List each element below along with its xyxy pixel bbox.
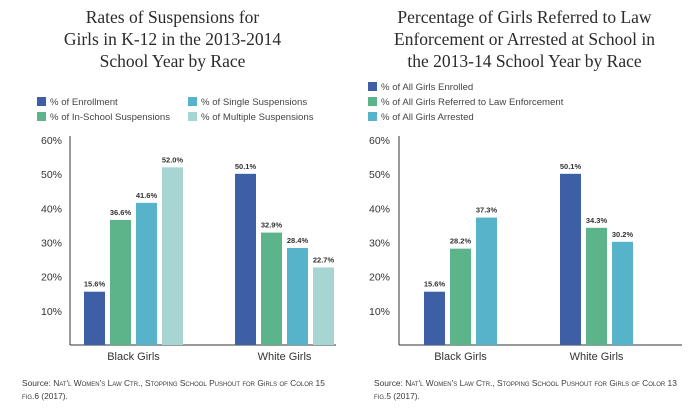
legend-item: % of All Girls Arrested xyxy=(368,112,474,123)
legend-swatch xyxy=(368,97,377,106)
legend-label: % of Single Suspensions xyxy=(201,97,308,108)
legend-item: % of All Girls Enrolled xyxy=(368,82,473,93)
bar xyxy=(261,232,282,345)
legend-label: % of All Girls Enrolled xyxy=(381,82,474,93)
legend-swatch xyxy=(37,97,46,106)
y-tick-label: 20% xyxy=(369,272,390,284)
y-tick-label: 60% xyxy=(41,135,62,147)
y-tick-label: 10% xyxy=(41,306,62,318)
data-label: 34.3% xyxy=(586,216,608,225)
suspensions-chart-panel: Rates of Suspensions for Girls in K-12 i… xyxy=(0,0,345,410)
source-label: Source: xyxy=(374,378,403,388)
data-label: 15.6% xyxy=(424,280,446,289)
y-tick-label: 50% xyxy=(41,169,62,181)
y-tick-label: 50% xyxy=(369,169,390,181)
bar-chart-law-enforcement: 10% 20% 30% 40% 50% 60% 15.6% 28.2% 37.3% Black G… xyxy=(369,135,682,363)
data-label: 50.1% xyxy=(560,162,582,171)
bar xyxy=(612,241,633,345)
y-tick-label: 30% xyxy=(369,238,390,250)
y-tick-label: 30% xyxy=(41,238,62,250)
x-category-label: White Girls xyxy=(570,351,624,363)
legend-label: % of All Girls Referred to Law Enforceme… xyxy=(381,97,564,108)
y-tick-label: 40% xyxy=(41,203,62,215)
title-line: Rates of Suspensions for xyxy=(85,7,260,27)
data-label: 28.4% xyxy=(287,236,309,245)
data-label: 28.2% xyxy=(450,237,472,246)
x-category-label: Black Girls xyxy=(434,351,487,363)
y-tick-label: 10% xyxy=(369,306,390,318)
data-label: 36.6% xyxy=(110,208,132,217)
data-label: 52.0% xyxy=(162,155,184,164)
bar xyxy=(424,291,445,345)
title-line: Girls in K-12 in the 2013-2014 xyxy=(63,29,282,49)
bar xyxy=(313,267,334,345)
legend-swatch xyxy=(368,112,377,121)
legend-label: % of Multiple Suspensions xyxy=(201,112,314,123)
data-label: 30.2% xyxy=(612,230,634,239)
data-label: 37.3% xyxy=(476,206,498,215)
source-text: Nat'l Women's Law Ctr., Stopping School … xyxy=(374,378,677,401)
legend-item: % of All Girls Referred to Law Enforceme… xyxy=(368,97,563,108)
title-line: Enforcement or Arrested at School in xyxy=(394,29,655,49)
legend-swatch xyxy=(188,112,197,121)
chart-title: Percentage of Girls Referred to Law Enfo… xyxy=(352,6,697,72)
bar xyxy=(450,248,471,345)
legend-swatch xyxy=(37,112,46,121)
data-label: 41.6% xyxy=(136,191,158,200)
bar-chart-suspensions: 10% 20% 30% 40% 50% 60% 15.6% 36.6% 41.6% 52.0% Bl… xyxy=(41,135,336,363)
source-note: Source: Nat'l Women's Law Ctr., Stopping… xyxy=(22,377,342,403)
source-text: Nat'l Women's Law Ctr., Stopping School … xyxy=(22,378,325,401)
data-label: 32.9% xyxy=(261,221,283,230)
y-tick-label: 60% xyxy=(369,135,390,147)
y-tick-label: 20% xyxy=(41,272,62,284)
x-category-label: Black Girls xyxy=(107,351,160,363)
bar xyxy=(287,247,308,345)
data-label: 50.1% xyxy=(235,162,257,171)
bar xyxy=(586,227,607,345)
legend-item: % of In-School Suspensions xyxy=(37,112,170,123)
legend-label: % of All Girls Arrested xyxy=(381,112,474,123)
title-line: Percentage of Girls Referred to Law xyxy=(397,7,652,27)
legend-label: % of Enrollment xyxy=(50,97,118,108)
legend-swatch xyxy=(368,82,377,91)
bar xyxy=(162,167,183,345)
bar xyxy=(476,217,497,345)
legend-label: % of In-School Suspensions xyxy=(50,112,170,123)
chart-title: Rates of Suspensions for Girls in K-12 i… xyxy=(0,6,345,72)
x-category-label: White Girls xyxy=(258,351,312,363)
legend-swatch xyxy=(188,97,197,106)
bar xyxy=(110,219,131,345)
title-line: School Year by Race xyxy=(99,51,246,71)
bar xyxy=(560,173,581,345)
y-tick-label: 40% xyxy=(369,203,390,215)
bar xyxy=(84,291,105,345)
legend-item: % of Multiple Suspensions xyxy=(188,112,314,123)
law-enforcement-chart-panel: Percentage of Girls Referred to Law Enfo… xyxy=(352,0,697,410)
source-note: Source: Nat'l Women's Law Ctr., Stopping… xyxy=(374,377,694,403)
title-line: the 2013-14 School Year by Race xyxy=(407,51,642,71)
bar xyxy=(136,202,157,345)
data-label: 15.6% xyxy=(84,280,106,289)
legend-item: % of Single Suspensions xyxy=(188,97,307,108)
legend-item: % of Enrollment xyxy=(37,97,118,108)
bar xyxy=(235,173,256,345)
data-label: 22.7% xyxy=(313,255,335,264)
source-label: Source: xyxy=(22,378,51,388)
